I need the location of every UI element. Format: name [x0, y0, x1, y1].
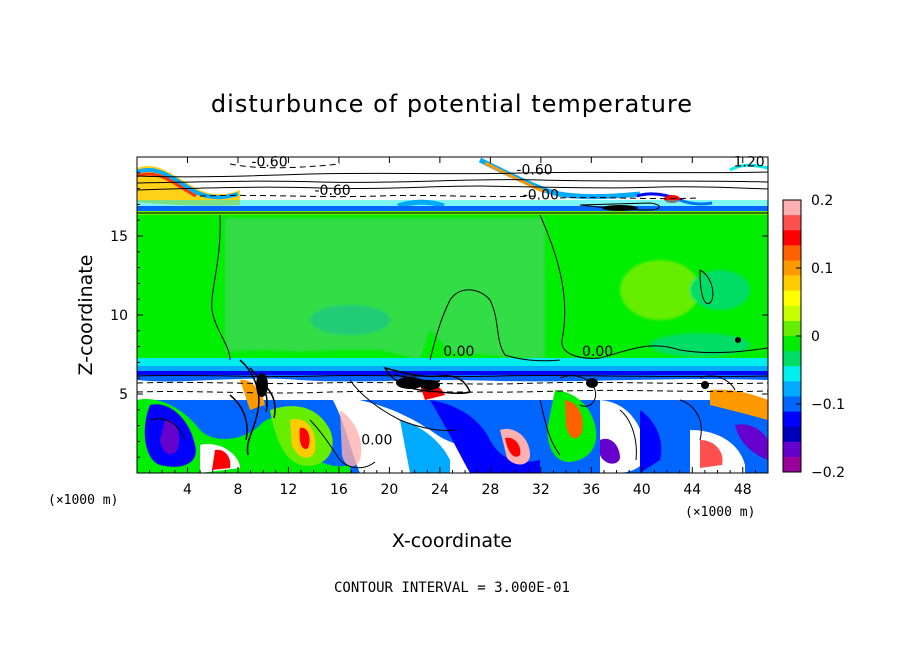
colorbar-segment — [783, 305, 801, 322]
colorbar-tick-label: −0.1 — [811, 397, 845, 413]
contour-label: 0.00 — [582, 344, 613, 360]
x-tick-label: 16 — [330, 482, 348, 498]
colorbar-segment — [783, 366, 801, 382]
colorbar-segment — [783, 411, 801, 428]
colorbar-segment — [783, 441, 801, 458]
lower-layer-field — [137, 375, 768, 473]
contour-label: -0.00 — [523, 188, 559, 204]
colorbar-segment — [783, 230, 801, 246]
colorbar-segment — [783, 200, 801, 216]
contour-knots — [256, 205, 741, 397]
contour-label: 0.00 — [361, 433, 392, 449]
colorbar-tick-label: 0.1 — [811, 261, 833, 277]
x-tick-label: 20 — [380, 482, 398, 498]
contour-label: 1.20 — [733, 154, 764, 170]
colorbar-segment — [783, 275, 801, 292]
colorbar-tick-label: 0.2 — [811, 193, 833, 209]
y-tick-label: 15 — [110, 229, 128, 245]
colorbar-segment — [783, 351, 801, 367]
y-tick-label: 10 — [110, 308, 128, 324]
x-tick-label: 12 — [280, 482, 298, 498]
colorbar-segment — [783, 381, 801, 397]
contour-labels: -0.60 -0.60 -0.60 -0.00 1.20 0.00 0.00 0.00 — [251, 154, 764, 449]
contour-label: -0.60 — [516, 162, 552, 178]
x-axis-label: X-coordinate — [392, 530, 512, 552]
contour-lines — [137, 163, 768, 469]
colorbar-tick-label: 0 — [811, 329, 820, 345]
chart-title: disturbunce of potential temperature — [211, 90, 693, 118]
x-tick-label: 28 — [481, 482, 499, 498]
contour-interval-text: CONTOUR INTERVAL = 3.000E-01 — [334, 580, 570, 596]
colorbar-tick-label: −0.2 — [811, 465, 845, 481]
colorbar-segment — [783, 396, 801, 413]
x-tick-label: 36 — [582, 482, 600, 498]
contour-label: 0.00 — [443, 344, 474, 360]
colorbar-segment — [783, 245, 801, 261]
x-axis-unit-left: (×1000 m) — [48, 493, 118, 508]
x-tick-label: 32 — [532, 482, 550, 498]
x-tick-label: 48 — [734, 482, 752, 498]
plot-area — [137, 157, 768, 473]
colorbar-segment — [783, 320, 801, 337]
colorbar-segment — [783, 426, 801, 443]
x-tick-label: 24 — [431, 482, 449, 498]
contour-label: -0.60 — [251, 154, 287, 170]
x-tick-label: 4 — [183, 482, 192, 498]
colorbar-segment — [783, 260, 801, 277]
contour-label: -0.60 — [314, 183, 350, 199]
x-axis-unit-right: (×1000 m) — [685, 505, 755, 520]
y-tick-label: 5 — [119, 387, 128, 403]
green-variations — [225, 218, 750, 360]
colorbar-segment — [783, 456, 801, 473]
x-tick-label: 8 — [233, 482, 242, 498]
y-axis-label: Z-coordinate — [75, 255, 97, 376]
x-tick-label: 40 — [633, 482, 651, 498]
x-axis-ticks: 4 8 12 16 20 24 28 32 36 40 44 48 — [149, 157, 756, 498]
colorbar-ticks: 0.2 0.1 0 −0.1 −0.2 — [796, 193, 845, 481]
y-axis-ticks: 5 10 15 — [110, 172, 768, 458]
x-tick-label: 44 — [683, 482, 701, 498]
colorbar-segment — [783, 336, 801, 352]
colorbar-segment — [783, 215, 801, 231]
colorbar-segment — [783, 290, 801, 307]
colorbar — [782, 199, 802, 473]
